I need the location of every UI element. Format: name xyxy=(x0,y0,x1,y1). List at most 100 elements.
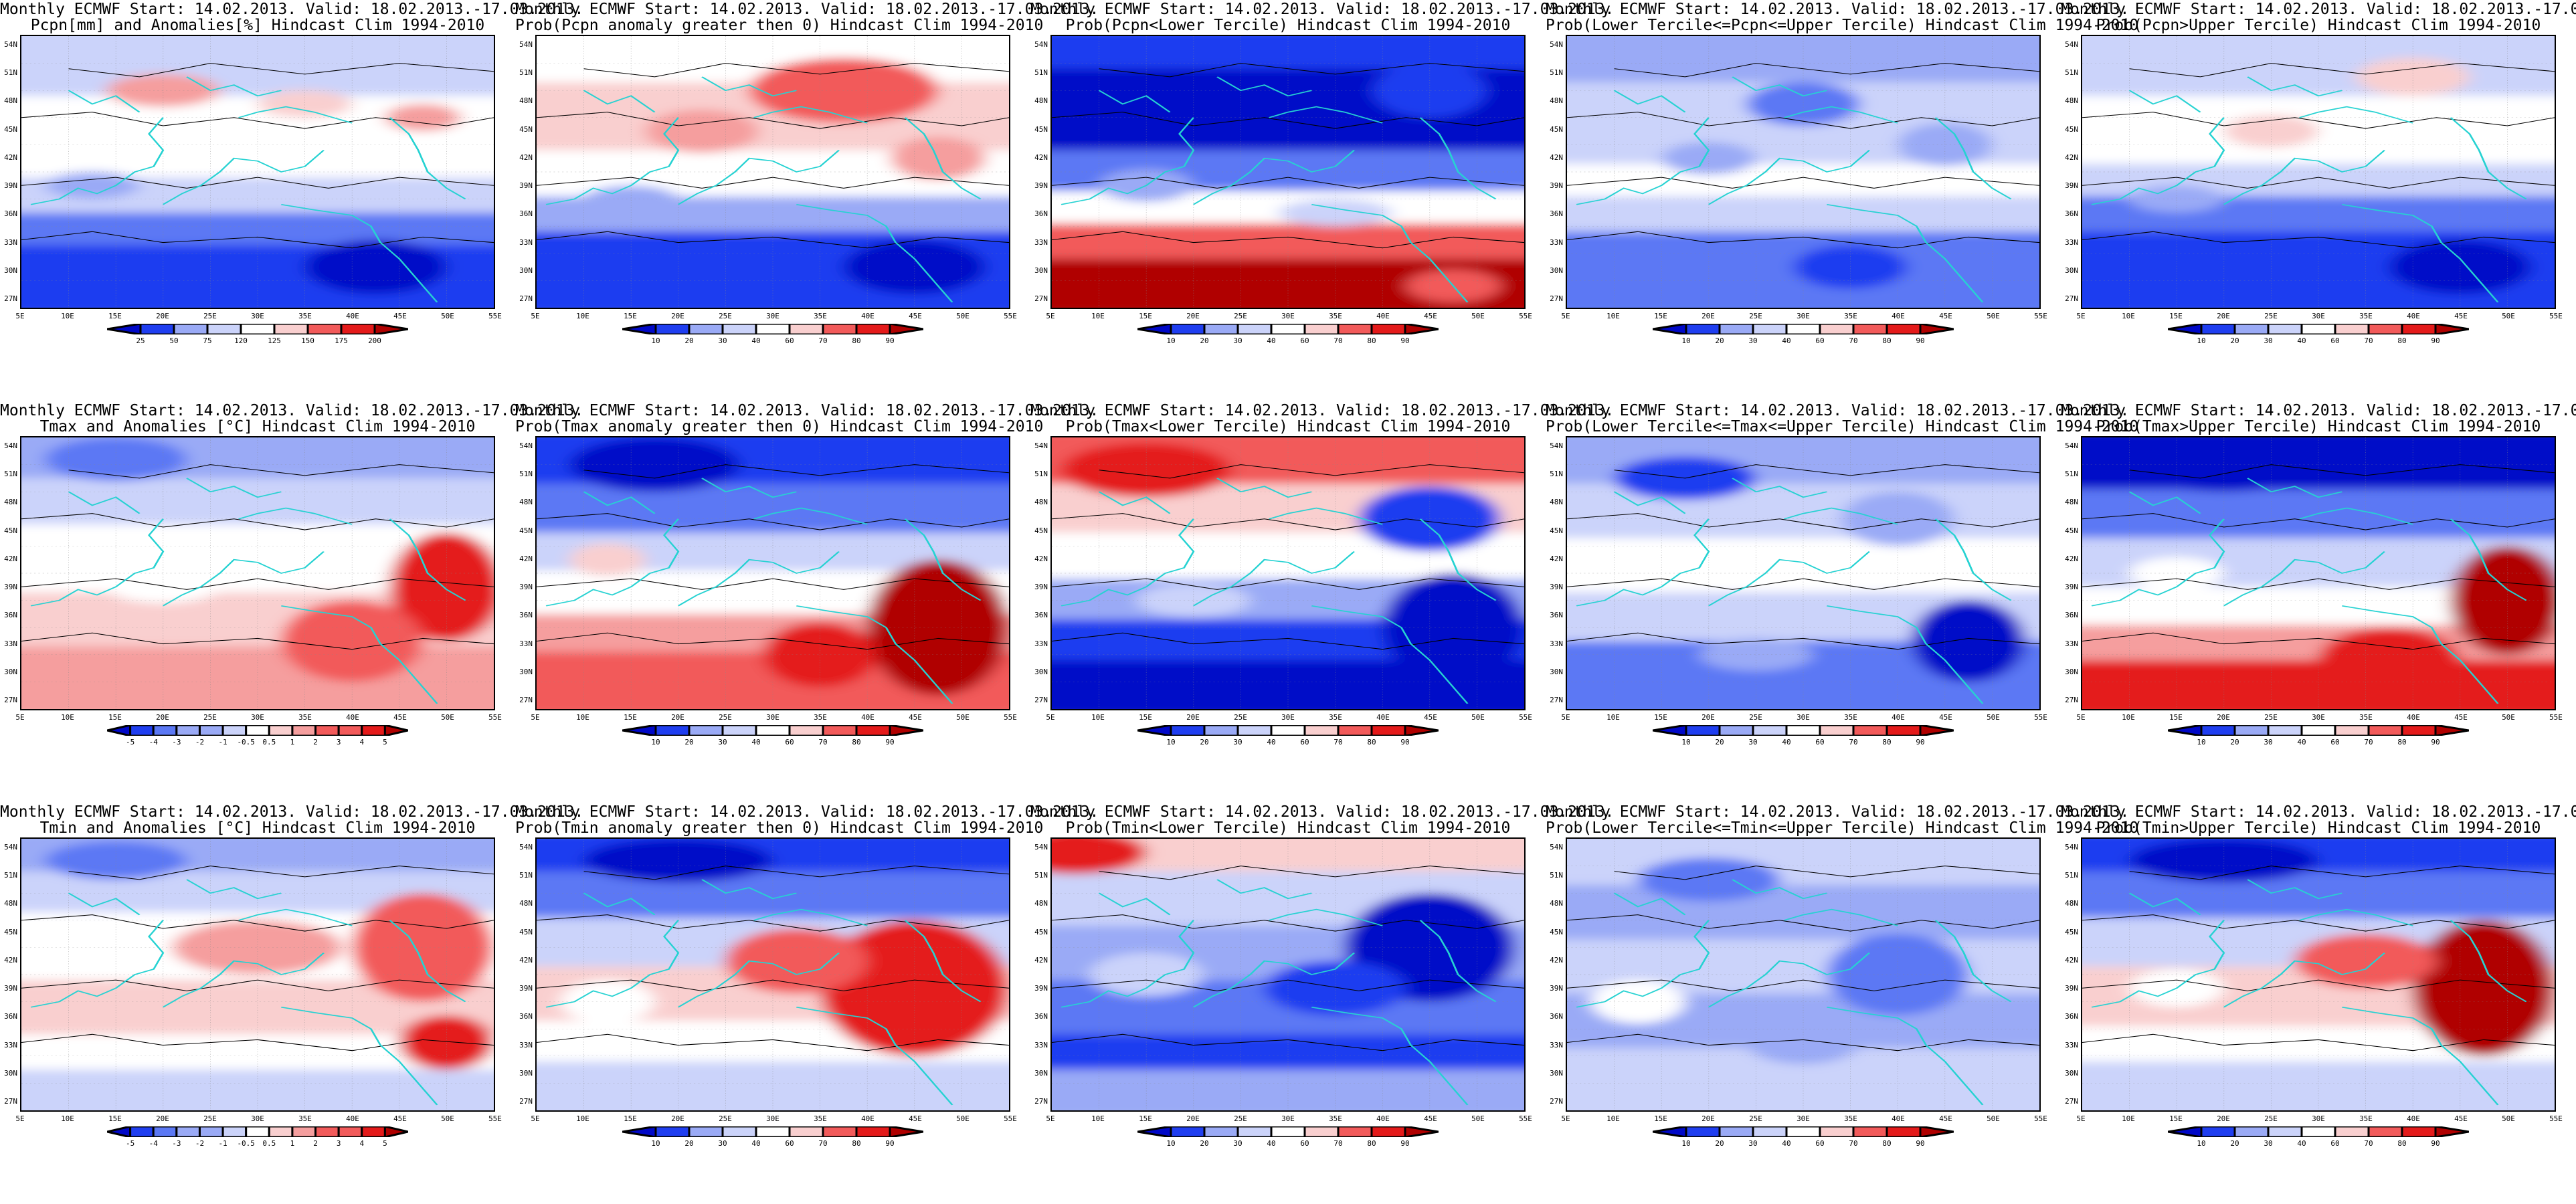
longitude-label: 55E xyxy=(1004,713,1017,722)
latitude-label: 27N xyxy=(519,1097,533,1106)
latitude-label: 48N xyxy=(4,899,17,908)
colorbar xyxy=(1137,1126,1439,1137)
latitude-label: 30N xyxy=(2065,266,2078,275)
latitude-label: 48N xyxy=(1034,96,1048,106)
latitude-label: 39N xyxy=(1034,984,1048,993)
longitude-label: 10E xyxy=(576,312,589,320)
longitude-label: 55E xyxy=(2034,312,2047,320)
latitude-label: 27N xyxy=(1550,696,1563,704)
colorbar-tick-label: 70 xyxy=(1333,336,1343,345)
panel-title-line2: Prob(Tmax anomaly greater then 0) Hindca… xyxy=(515,418,1044,435)
longitude-label: 30E xyxy=(2312,1114,2325,1123)
map-panel-tmin-upper: Monthly ECMWF Start: 14.02.2013. Valid: … xyxy=(2061,803,2576,1204)
colorbar-tick-label: 4 xyxy=(359,1139,365,1148)
latitude-label: 51N xyxy=(1034,470,1048,479)
colorbar xyxy=(107,725,408,736)
longitude-label: 50E xyxy=(956,1114,970,1123)
colorbar-tick-label: 30 xyxy=(1748,336,1758,345)
map-panel-tmin-anom: Monthly ECMWF Start: 14.02.2013. Valid: … xyxy=(0,803,583,1204)
colorbar-tick-label: 30 xyxy=(1748,738,1758,746)
colorbar xyxy=(107,1126,408,1137)
colorbar-tick-label: 80 xyxy=(852,336,861,345)
map-panel-pcpn-lower: Monthly ECMWF Start: 14.02.2013. Valid: … xyxy=(1030,0,1614,401)
colorbar-tick-label: 150 xyxy=(301,336,314,345)
longitude-label: 45E xyxy=(393,312,407,320)
latitude-label: 42N xyxy=(1550,955,1563,965)
latitude-label: 39N xyxy=(2065,583,2078,592)
colorbar-tick-label: 20 xyxy=(2230,1139,2239,1148)
longitude-label: 50E xyxy=(1471,713,1485,722)
colorbar-tick-label: 60 xyxy=(785,1139,794,1148)
longitude-label: 35E xyxy=(814,312,827,320)
latitude-label: 33N xyxy=(519,639,533,648)
longitude-label: 5E xyxy=(15,312,25,320)
latitude-label: 36N xyxy=(519,1012,533,1021)
longitude-label: 50E xyxy=(1471,1114,1485,1123)
latitude-label: 45N xyxy=(4,927,17,936)
colorbar-tick-label: 60 xyxy=(1815,336,1825,345)
latitude-label: 48N xyxy=(519,899,533,908)
longitude-label: 45E xyxy=(1424,1114,1437,1123)
colorbar-tick-label: 20 xyxy=(1715,336,1724,345)
longitude-label: 15E xyxy=(2169,713,2183,722)
panel-title-line2: Prob(Pcpn<Lower Tercile) Hindcast Clim 1… xyxy=(1065,17,1511,34)
latitude-label: 48N xyxy=(2065,498,2078,507)
colorbar-tick-label: 90 xyxy=(1916,1139,1925,1148)
latitude-label: 54N xyxy=(4,40,17,49)
map-panel-tmin-prob: Monthly ECMWF Start: 14.02.2013. Valid: … xyxy=(515,803,1099,1204)
latitude-label: 30N xyxy=(2065,667,2078,676)
colorbar-tick-label: 30 xyxy=(718,1139,727,1148)
latitude-label: 36N xyxy=(1034,209,1048,219)
latitude-label: 30N xyxy=(519,667,533,676)
latitude-label: 33N xyxy=(2065,237,2078,247)
latitude-label: 42N xyxy=(519,955,533,965)
colorbar-tick-label: 70 xyxy=(1849,738,1858,746)
colorbar-tick-label: 10 xyxy=(1681,738,1691,746)
longitude-label: 40E xyxy=(861,713,875,722)
panel-title-line2: Prob(Tmax<Lower Tercile) Hindcast Clim 1… xyxy=(1065,418,1511,435)
colorbar-tick-label: 90 xyxy=(1916,738,1925,746)
latitude-label: 54N xyxy=(1034,40,1048,49)
colorbar-tick-label: -0.5 xyxy=(237,1139,255,1148)
longitude-label: 30E xyxy=(2312,312,2325,320)
latitude-label: 39N xyxy=(1550,181,1563,191)
panel-title-line1: Monthly ECMWF Start: 14.02.2013. Valid: … xyxy=(515,803,1099,821)
latitude-label: 45N xyxy=(1550,124,1563,134)
longitude-label: 45E xyxy=(1424,713,1437,722)
longitude-label: 55E xyxy=(488,312,502,320)
map-field xyxy=(1050,837,1526,1112)
latitude-label: 27N xyxy=(1034,696,1048,704)
longitude-label: 35E xyxy=(298,713,312,722)
longitude-label: 30E xyxy=(766,713,779,722)
panel-title-line2: Prob(Lower Tercile<=Tmin<=Upper Tercile)… xyxy=(1546,819,2139,837)
latitude-label: 36N xyxy=(2065,209,2078,219)
latitude-label: 39N xyxy=(2065,181,2078,191)
longitude-label: 50E xyxy=(2502,1114,2515,1123)
colorbar-tick-label: -2 xyxy=(195,738,205,746)
colorbar-tick-label: -4 xyxy=(149,738,158,746)
colorbar-tick-label: 10 xyxy=(2197,336,2206,345)
longitude-label: 15E xyxy=(2169,312,2183,320)
colorbar-tick-label: -5 xyxy=(125,738,135,746)
colorbar-tick-label: 30 xyxy=(1233,738,1243,746)
colorbar-tick-label: 70 xyxy=(1333,738,1343,746)
latitude-label: 48N xyxy=(2065,96,2078,106)
latitude-label: 33N xyxy=(1034,1040,1048,1049)
colorbar-tick-label: -5 xyxy=(125,1139,135,1148)
longitude-label: 40E xyxy=(2407,1114,2420,1123)
longitude-label: 40E xyxy=(1892,1114,1905,1123)
longitude-label: 40E xyxy=(2407,312,2420,320)
longitude-label: 40E xyxy=(861,1114,875,1123)
latitude-label: 39N xyxy=(1550,583,1563,592)
longitude-label: 5E xyxy=(1561,1114,1570,1123)
colorbar-tick-label: 40 xyxy=(2297,336,2306,345)
longitude-label: 55E xyxy=(2549,1114,2563,1123)
latitude-label: 36N xyxy=(1034,1012,1048,1021)
colorbar-tick-label: 30 xyxy=(1748,1139,1758,1148)
longitude-label: 55E xyxy=(488,1114,502,1123)
longitude-label: 5E xyxy=(1046,312,1055,320)
longitude-label: 30E xyxy=(251,1114,264,1123)
colorbar-tick-label: 90 xyxy=(1916,336,1925,345)
latitude-label: 27N xyxy=(2065,1097,2078,1106)
colorbar-tick-label: 40 xyxy=(751,1139,761,1148)
